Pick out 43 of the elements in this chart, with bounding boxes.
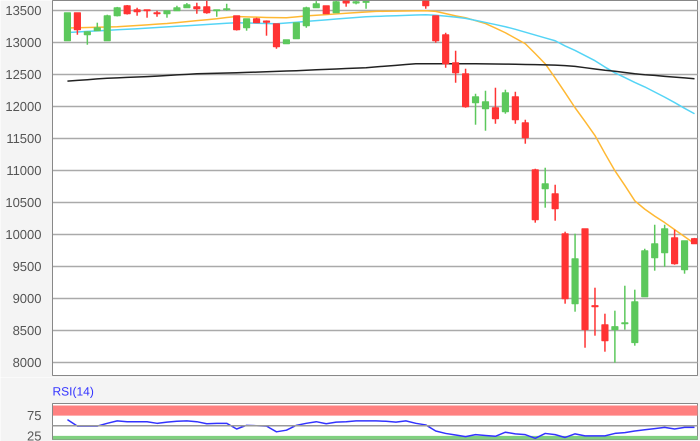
candlestick xyxy=(601,312,609,352)
candlestick xyxy=(502,88,509,114)
line-series xyxy=(66,62,696,82)
candlestick xyxy=(651,224,658,272)
candlestick xyxy=(262,20,270,36)
candlestick xyxy=(452,50,460,84)
y-tick-label: 13500 xyxy=(5,3,42,18)
y-tick-label: 11000 xyxy=(6,163,42,178)
candlestick xyxy=(542,166,549,208)
candlestick xyxy=(74,12,81,36)
candlestick xyxy=(243,18,250,32)
y-tick-label: 75 xyxy=(27,408,42,424)
candlestick xyxy=(621,284,628,330)
y-tick-label: 8500 xyxy=(12,323,42,338)
candlestick xyxy=(302,6,310,29)
chart-title: RSI(14) xyxy=(52,384,94,398)
candlestick xyxy=(522,118,529,144)
candlestick xyxy=(84,30,91,46)
candlestick xyxy=(611,310,618,364)
candlestick xyxy=(292,22,300,40)
y-tick-label: 9000 xyxy=(12,291,42,306)
candlestick xyxy=(482,90,490,132)
candlestick xyxy=(591,286,599,336)
y-tick-label: 25 xyxy=(27,428,42,441)
candlestick xyxy=(193,2,200,14)
y-tick-label: 10500 xyxy=(5,195,42,210)
y-tick-label: 9500 xyxy=(12,259,42,274)
y-tick-label: 8000 xyxy=(12,355,42,370)
y-tick-label: 11500 xyxy=(6,131,42,146)
candlestick xyxy=(552,184,559,222)
y-tick-label: 12500 xyxy=(5,67,42,82)
candlestick xyxy=(233,14,240,32)
candlestick xyxy=(332,0,340,14)
candlestick xyxy=(661,224,668,268)
candlestick xyxy=(512,91,519,124)
candlestick xyxy=(203,0,210,14)
y-tick-label: 12000 xyxy=(5,99,42,114)
candlestick xyxy=(472,92,480,126)
candlestick xyxy=(492,86,500,124)
line-series xyxy=(66,418,696,440)
y-tick-label: 13000 xyxy=(5,35,42,50)
y-tick-label: 10000 xyxy=(5,227,42,242)
candlestick xyxy=(272,22,280,50)
